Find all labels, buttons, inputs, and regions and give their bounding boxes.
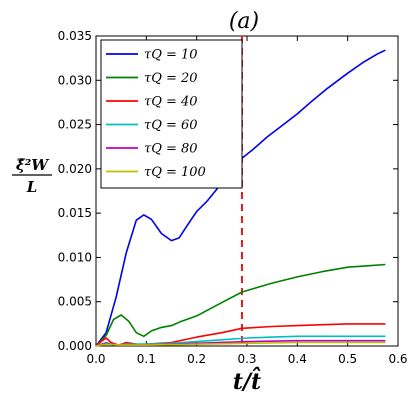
legend-box <box>100 39 243 189</box>
y-axis-label-numerator: ξ̂²W <box>16 156 50 174</box>
x-tick-label: 0.0 <box>86 352 105 366</box>
y-tick-label: 0.025 <box>58 118 92 132</box>
series-group <box>95 49 386 347</box>
y-tick-label: 0.030 <box>58 73 92 87</box>
legend: τQ = 10 τQ = 20 τQ = 40 τQ = 60 τQ = 80 τQ = … <box>100 39 243 189</box>
y-tick-label: 0.035 <box>58 29 92 43</box>
legend-label: τQ = 10 <box>144 48 198 63</box>
y-tick-label: 0.005 <box>58 295 92 309</box>
x-tick-label: 0.3 <box>237 352 256 366</box>
legend-label: τQ = 100 <box>144 165 206 180</box>
y-axis-label-denominator: L <box>26 178 38 196</box>
series-line-5 <box>95 341 386 347</box>
y-tick-label: 0.015 <box>58 206 92 220</box>
x-tick-label: 0.6 <box>388 352 407 366</box>
y-tick-label: 0.010 <box>58 250 92 264</box>
y-axis-label: ξ̂²W L <box>12 156 52 196</box>
legend-items: τQ = 10 τQ = 20 τQ = 40 τQ = 60 τQ = 80 τQ = … <box>106 48 206 180</box>
legend-label: τQ = 20 <box>144 71 198 86</box>
x-axis-label: t/t̂ <box>233 367 261 395</box>
legend-label: τQ = 60 <box>144 118 198 133</box>
axis-ticks: 0.0 0.1 0.2 0.3 0.4 0.5 0.6 0.000 0.005 0.010 0.01… <box>58 29 408 366</box>
x-tick-label: 0.4 <box>288 352 307 366</box>
y-tick-label: 0.020 <box>58 162 92 176</box>
series-line-0 <box>95 49 386 347</box>
y-tick-label: 0.000 <box>58 339 92 353</box>
x-tick-label: 0.1 <box>137 352 156 366</box>
series-line-1 <box>95 263 386 347</box>
legend-label: τQ = 80 <box>144 142 198 157</box>
legend-label: τQ = 40 <box>144 95 198 110</box>
x-tick-label: 0.5 <box>338 352 357 366</box>
x-tick-label: 0.2 <box>187 352 206 366</box>
chart-title: (a) <box>229 9 259 34</box>
